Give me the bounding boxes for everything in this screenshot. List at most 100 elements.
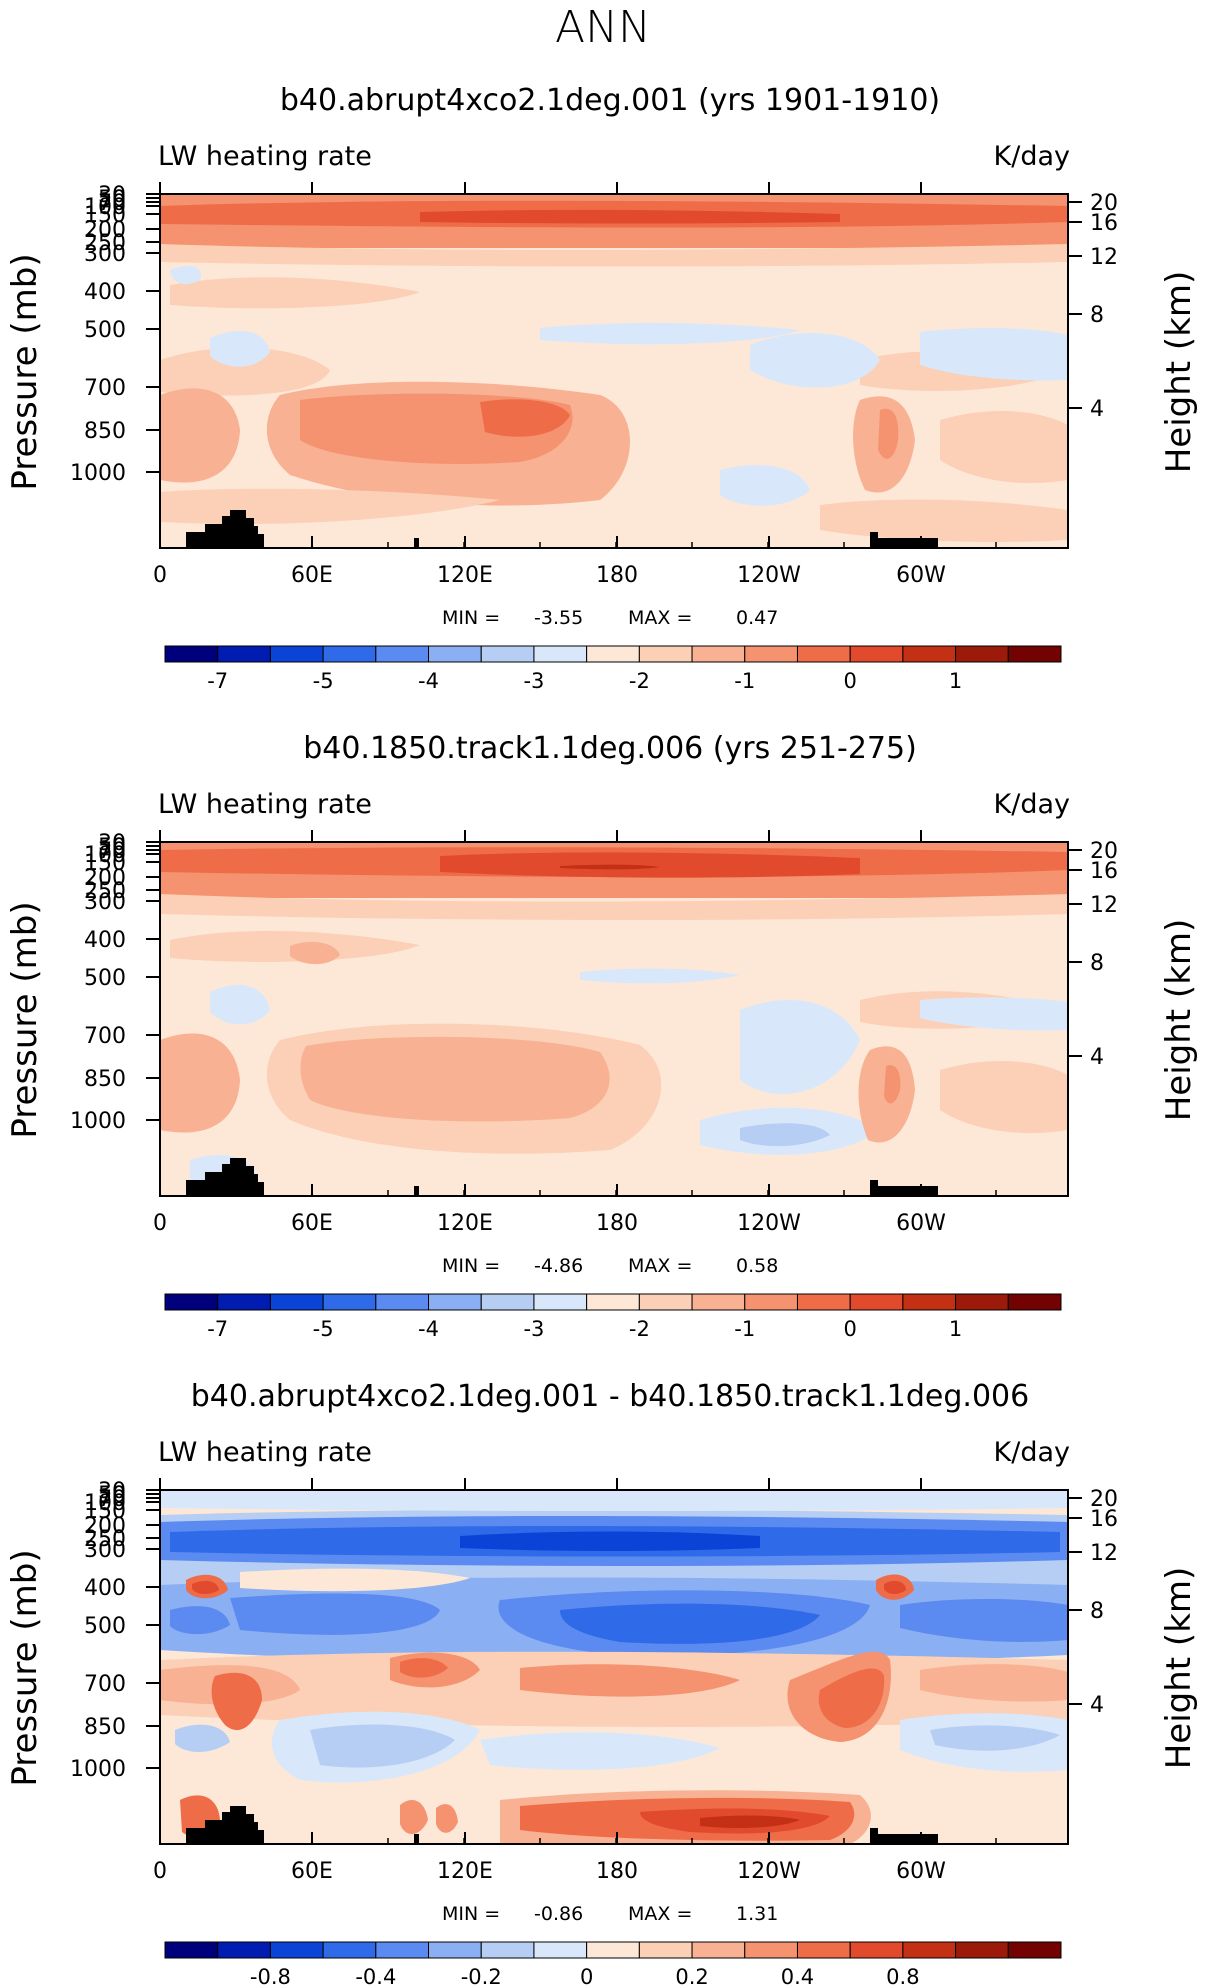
y-tick-label: 500 (84, 1614, 126, 1639)
colorbar-swatch (480, 1941, 535, 1959)
height-tick-label: 8 (1090, 1599, 1104, 1624)
panel-2-land (186, 1158, 264, 1196)
colorbar-swatch (428, 645, 482, 663)
y-tick-label: 100 (84, 195, 126, 220)
colorbar-label: -7 (207, 669, 228, 693)
panel-2-warm-cell (300, 1036, 610, 1122)
colorbar-label: -3 (523, 1317, 544, 1341)
panel-1-cool-patch (170, 265, 201, 285)
panel-3-cool-mass (230, 1593, 440, 1635)
colorbar-swatch (269, 645, 324, 663)
colorbar-label: -2 (629, 1317, 650, 1341)
panel-3-low-warm (436, 1804, 458, 1833)
panel-2-units-label: K/day (994, 789, 1070, 820)
colorbar-swatch (849, 1293, 904, 1311)
panel-2: b40.1850.track1.1deg.006 (yrs 251-275) L… (5, 731, 1199, 1341)
panel-1-land (186, 510, 264, 548)
panel-1-max-label: MAX = (628, 607, 692, 629)
colorbar-swatch (533, 1293, 588, 1311)
panel-1-warm-cell (480, 399, 570, 437)
panel-3-light-band (240, 1568, 470, 1592)
panel-2-frame (159, 841, 1069, 1197)
height-tick-label: 16 (1090, 211, 1118, 236)
panel-3-warm-spot (192, 1580, 219, 1595)
figure-title: ANN (555, 2, 651, 53)
y-tick-label: 150 (84, 851, 126, 876)
height-tick-label: 16 (1090, 1507, 1118, 1532)
colorbar-swatch (955, 645, 1009, 663)
colorbar-swatch (586, 1293, 640, 1311)
panel-3-warm-layer (400, 1658, 448, 1678)
colorbar-label: -7 (207, 1317, 228, 1341)
panel-1-ylabel: Pressure (mb) (5, 253, 45, 490)
x-tick-label: 60E (291, 1859, 333, 1884)
colorbar-swatch (849, 645, 904, 663)
y-tick-label: 100 (84, 843, 126, 868)
colorbar-swatch (796, 1941, 851, 1959)
colorbar-label: -4 (418, 669, 439, 693)
y-tick-label: 200 (84, 1514, 126, 1539)
panel-3-frame (159, 1489, 1069, 1845)
x-tick-label: 180 (596, 1859, 638, 1884)
panel-1-cool-patch (210, 330, 270, 367)
y-tick-label: 1000 (70, 1757, 126, 1782)
y-tick-label: 500 (84, 966, 126, 991)
panel-1-max-value: 0.47 (736, 607, 778, 629)
panel-2-warm-cell (940, 1060, 1068, 1134)
panel-3-field (160, 1490, 1068, 1844)
panel-3-variable-label: LW heating rate (158, 1437, 372, 1468)
height-tick-label: 20 (1090, 191, 1118, 216)
x-tick-label: 60W (896, 1859, 946, 1884)
x-tick-label: 120W (737, 1859, 801, 1884)
panel-1-ylabel-right: Height (km) (1159, 271, 1199, 474)
y-tick-label: 100 (84, 1491, 126, 1516)
y-tick-label: 70 (98, 1487, 126, 1512)
panel-1-warm-cell (878, 408, 899, 459)
panel-1-warm-cell (160, 388, 240, 483)
colorbar-swatch (955, 1941, 1009, 1959)
panel-1-field (160, 194, 1068, 548)
y-tick-label: 250 (84, 231, 126, 256)
x-tick-label: 120W (737, 1211, 801, 1236)
y-tick-label: 150 (84, 1499, 126, 1524)
panel-3-ylabel: Pressure (mb) (5, 1549, 45, 1786)
x-tick-label: 0 (153, 1211, 167, 1236)
panel-3-title: b40.abrupt4xco2.1deg.001 - b40.1850.trac… (191, 1379, 1029, 1414)
y-tick-label: 400 (84, 280, 126, 305)
panel-2-min-value: -4.86 (534, 1255, 583, 1277)
colorbar-swatch (164, 645, 219, 663)
colorbar-swatch (533, 645, 588, 663)
colorbar-swatch (480, 645, 535, 663)
colorbar-label: 0 (843, 1317, 856, 1341)
panel-3-min-label: MIN = (442, 1903, 500, 1925)
panel-1-cool-patch (540, 322, 800, 345)
colorbar-swatch (902, 645, 957, 663)
y-tick-label: 70 (98, 839, 126, 864)
colorbar-swatch (1007, 1293, 1062, 1311)
y-tick-label: 50 (98, 835, 126, 860)
panel-1-units-label: K/day (994, 141, 1070, 172)
panel-3-cool-mass (900, 1598, 1068, 1642)
panel-3-ylabel-right: Height (km) (1159, 1567, 1199, 1770)
panel-2-field (160, 842, 1068, 1196)
colorbar-swatch (691, 1941, 746, 1959)
y-tick-label: 850 (84, 419, 126, 444)
y-tick-label: 200 (84, 866, 126, 891)
colorbar-label: 0 (843, 669, 856, 693)
y-tick-label: 250 (84, 879, 126, 904)
panel-3-warm-layer (211, 1672, 262, 1731)
panel-1-min-label: MIN = (442, 607, 500, 629)
x-tick-label: 60E (291, 563, 333, 588)
colorbar-label: -4 (418, 1317, 439, 1341)
panel-3-min-value: -0.86 (534, 1903, 583, 1925)
colorbar-swatch (586, 645, 640, 663)
colorbar-swatch (164, 1941, 219, 1959)
panel-2-cool-patch (740, 1000, 860, 1095)
colorbar-swatch (796, 1293, 851, 1311)
height-tick-label: 16 (1090, 859, 1118, 884)
y-tick-label: 300 (84, 890, 126, 915)
panel-2-warm-cell (884, 1065, 901, 1104)
height-tick-label: 8 (1090, 951, 1104, 976)
